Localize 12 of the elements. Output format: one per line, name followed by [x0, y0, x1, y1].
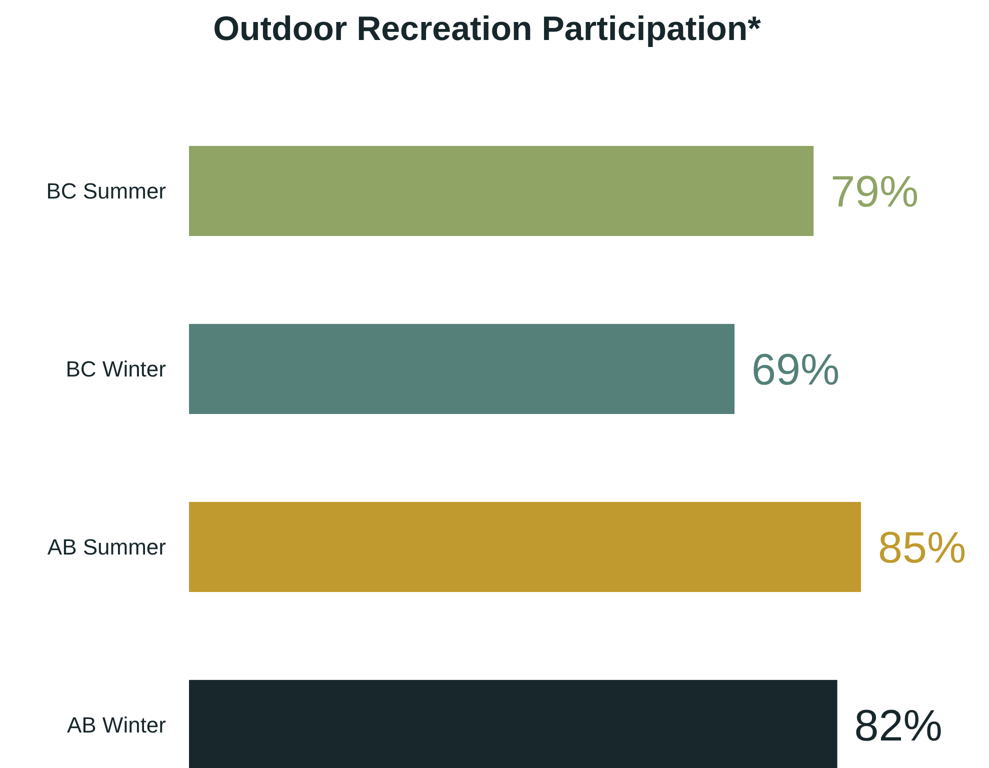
y-tick-label: BC Summer — [46, 178, 166, 204]
bar — [189, 324, 735, 414]
chart-title: Outdoor Recreation Participation* — [213, 10, 762, 48]
y-tick-label: BC Winter — [66, 356, 166, 382]
y-tick-label: AB Winter — [66, 712, 166, 738]
y-tick-label: AB Summer — [47, 534, 166, 560]
data-label: 85% — [878, 523, 966, 572]
bar — [189, 502, 861, 592]
data-label: 69% — [752, 345, 840, 394]
data-label: 79% — [830, 167, 919, 216]
data-label: 82% — [854, 701, 942, 750]
bar — [189, 146, 814, 236]
